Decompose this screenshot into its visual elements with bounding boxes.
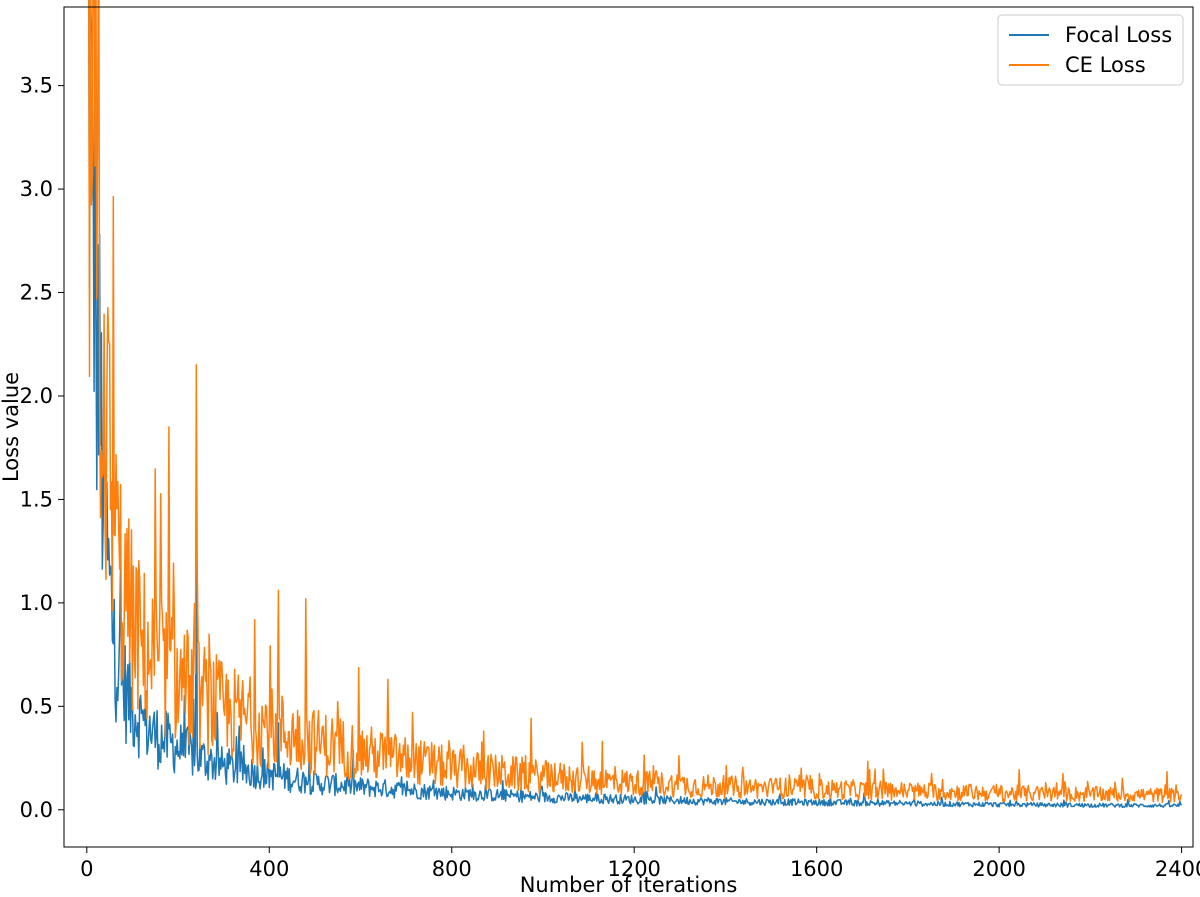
x-tick-label: 400 [249, 857, 289, 881]
y-tick-label: 2.5 [20, 281, 53, 305]
legend-label-ce-loss: CE Loss [1065, 53, 1146, 77]
y-tick-label: 1.5 [20, 487, 53, 511]
y-tick-label: 2.0 [20, 384, 53, 408]
y-tick-label: 1.0 [20, 591, 53, 615]
y-tick-label: 0.5 [20, 694, 53, 718]
x-axis-title: Number of iterations [520, 873, 738, 897]
y-axis-title: Loss value [0, 372, 23, 482]
series-line-focal-loss [88, 0, 1183, 809]
x-tick-label: 1200 [607, 857, 660, 881]
y-axis-ticks: 0.0 0.5 1.0 1.5 2.0 2.5 3.0 3.5 [20, 74, 64, 822]
x-tick-label: 800 [432, 857, 472, 881]
legend-box [997, 14, 1184, 86]
legend-label-focal-loss: Focal Loss [1065, 23, 1172, 47]
y-tick-label: 3.0 [20, 177, 53, 201]
series-line-ce-loss [88, 0, 1183, 804]
x-tick-label: 2000 [972, 857, 1025, 881]
x-tick-label: 1600 [790, 857, 843, 881]
y-tick-label: 3.5 [20, 74, 53, 98]
x-tick-label: 0 [80, 857, 93, 881]
legend: Focal Loss CE Loss [997, 14, 1184, 86]
y-tick-label: 0.0 [20, 798, 53, 822]
axes-frame [63, 6, 1194, 848]
plot-lines [88, 0, 1183, 809]
